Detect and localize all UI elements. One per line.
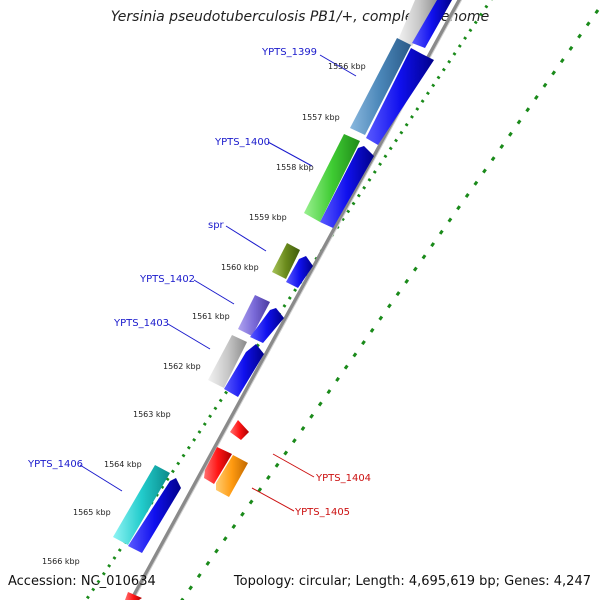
scale-tick-label: 1561 kbp <box>192 312 230 321</box>
gene-bar-ypts-1399 <box>350 38 411 135</box>
cds-ypts-1400 <box>320 146 374 228</box>
leader-ypts-1405 <box>251 487 295 512</box>
map-title: Yersinia pseudotuberculosis PB1/+, compl… <box>110 9 490 25</box>
accession-text: Accession: NC_010634 <box>8 574 156 589</box>
gene-bar-ypts-1400 <box>304 134 360 222</box>
leader-ypts-1404 <box>272 453 315 478</box>
gene-bar-ypts-1403 <box>208 335 247 388</box>
cds-spr <box>286 256 313 288</box>
scale-tick-label: 1564 kbp <box>104 460 142 469</box>
gene-label-ypts-1404: YPTS_1404 <box>315 473 371 484</box>
cds-ypts-1399 <box>366 48 434 145</box>
gene-bar-ypts-1406 <box>113 465 170 545</box>
tick-track-right <box>180 9 600 600</box>
gene-label-ypts-1406: YPTS_1406 <box>27 459 83 470</box>
gene-label-ypts-1400: YPTS_1400 <box>214 137 270 148</box>
scale-tick-label: 1562 kbp <box>163 362 201 371</box>
gene-bar-ypts-1402 <box>238 295 270 336</box>
scale-tick-label: 1566 kbp <box>42 557 80 566</box>
cds-ypts-1402 <box>250 308 284 343</box>
gene-label-ypts-1399: YPTS_1399 <box>261 47 317 58</box>
gene-label-ypts-1405: YPTS_1405 <box>294 507 350 518</box>
scale-tick-label: 1558 kbp <box>276 163 314 172</box>
scale-tick-label: 1559 kbp <box>249 213 287 222</box>
leader-ypts-1406 <box>79 464 123 492</box>
leader-ypts-1402 <box>193 279 235 305</box>
gene-label-spr: spr <box>208 220 225 231</box>
cds-ypts-1406 <box>128 478 181 553</box>
gene-label-ypts-1403: YPTS_1403 <box>113 318 169 329</box>
scale-tick-label: 1565 kbp <box>73 508 111 517</box>
leader-ypts-1403 <box>167 323 211 350</box>
genome-summary-text: Topology: circular; Length: 4,695,619 bp… <box>233 574 591 589</box>
gene-bar-spr <box>272 243 300 279</box>
gene-label-ypts-1402: YPTS_1402 <box>139 274 195 285</box>
cds-ypts-1405 <box>216 455 248 497</box>
scale-tick-label: 1560 kbp <box>221 263 259 272</box>
cds-ypts-1404 <box>204 447 232 484</box>
cds-top-partial <box>412 0 452 48</box>
leader-spr <box>225 225 267 252</box>
leader-ypts-1399 <box>319 54 357 77</box>
scale-tick-label: 1563 kbp <box>133 410 171 419</box>
scale-tick-label: 1557 kbp <box>302 113 340 122</box>
cds-bottom-partial <box>125 592 142 600</box>
gene-bar-top-partial <box>398 0 440 46</box>
cds-ypts-1403 <box>224 344 264 397</box>
scale-tick-label: 1556 kbp <box>328 62 366 71</box>
gene-bar-ypts-1404-a <box>230 420 249 440</box>
leader-ypts-1400 <box>267 141 313 167</box>
